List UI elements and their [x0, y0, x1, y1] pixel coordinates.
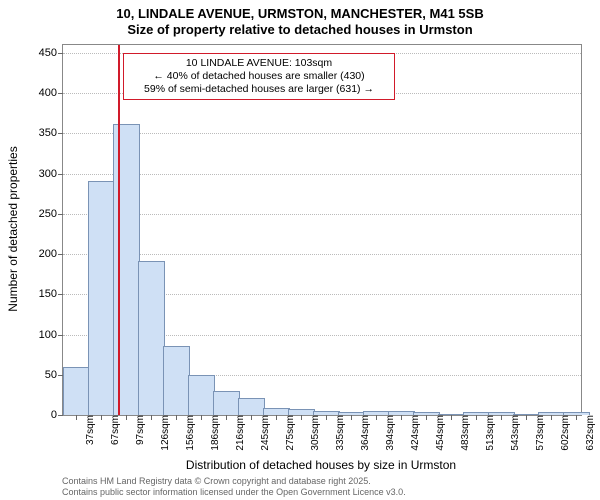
xtick-mark — [326, 415, 327, 420]
ytick-mark — [58, 133, 63, 134]
xtick-mark — [126, 415, 127, 420]
annotation-line-1: 10 LINDALE AVENUE: 103sqm — [129, 57, 389, 70]
xtick-mark — [451, 415, 452, 420]
xtick-mark — [301, 415, 302, 420]
histogram-bar — [163, 346, 190, 415]
xtick-label: 513sqm — [481, 415, 496, 451]
xtick-label: 394sqm — [381, 415, 396, 451]
xtick-label: 186sqm — [206, 415, 221, 451]
xtick-label: 364sqm — [356, 415, 371, 451]
xtick-mark — [351, 415, 352, 420]
title-line-1: 10, LINDALE AVENUE, URMSTON, MANCHESTER,… — [0, 6, 600, 22]
xtick-mark — [551, 415, 552, 420]
xtick-mark — [476, 415, 477, 420]
ytick-mark — [58, 214, 63, 215]
ytick-mark — [58, 415, 63, 416]
annotation-line-3: 59% of semi-detached houses are larger (… — [129, 83, 389, 96]
xtick-mark — [201, 415, 202, 420]
x-axis-label: Distribution of detached houses by size … — [62, 458, 580, 472]
plot-area: 05010015020025030035040045037sqm67sqm97s… — [62, 44, 582, 416]
xtick-label: 126sqm — [156, 415, 171, 451]
xtick-label: 632sqm — [581, 415, 596, 451]
xtick-mark — [226, 415, 227, 420]
xtick-mark — [151, 415, 152, 420]
ytick-mark — [58, 254, 63, 255]
xtick-mark — [276, 415, 277, 420]
xtick-mark — [576, 415, 577, 420]
attribution-line-1: Contains HM Land Registry data © Crown c… — [62, 476, 406, 487]
y-axis-label: Number of detached properties — [6, 146, 20, 311]
xtick-label: 97sqm — [131, 415, 146, 445]
xtick-label: 424sqm — [406, 415, 421, 451]
xtick-mark — [501, 415, 502, 420]
gridline — [63, 174, 581, 175]
xtick-label: 573sqm — [531, 415, 546, 451]
xtick-label: 275sqm — [281, 415, 296, 451]
ytick-mark — [58, 294, 63, 295]
gridline — [63, 214, 581, 215]
attribution-line-2: Contains public sector information licen… — [62, 487, 406, 498]
histogram-bar — [138, 261, 165, 415]
xtick-label: 67sqm — [106, 415, 121, 445]
xtick-label: 37sqm — [81, 415, 96, 445]
chart-container: 10, LINDALE AVENUE, URMSTON, MANCHESTER,… — [0, 0, 600, 500]
xtick-mark — [376, 415, 377, 420]
title-line-2: Size of property relative to detached ho… — [0, 22, 600, 38]
xtick-mark — [76, 415, 77, 420]
ytick-mark — [58, 93, 63, 94]
histogram-bar — [263, 408, 290, 415]
ytick-mark — [58, 174, 63, 175]
histogram-bar — [63, 367, 90, 415]
y-axis-label-wrap: Number of detached properties — [6, 44, 20, 414]
marker-line — [118, 45, 120, 415]
ytick-mark — [58, 335, 63, 336]
xtick-label: 335sqm — [331, 415, 346, 451]
annotation-box: 10 LINDALE AVENUE: 103sqm← 40% of detach… — [123, 53, 395, 100]
xtick-mark — [101, 415, 102, 420]
xtick-label: 245sqm — [256, 415, 271, 451]
xtick-mark — [176, 415, 177, 420]
xtick-label: 216sqm — [231, 415, 246, 451]
xtick-label: 156sqm — [181, 415, 196, 451]
annotation-line-2: ← 40% of detached houses are smaller (43… — [129, 70, 389, 83]
gridline — [63, 133, 581, 134]
xtick-mark — [401, 415, 402, 420]
attribution: Contains HM Land Registry data © Crown c… — [62, 476, 406, 498]
xtick-label: 305sqm — [306, 415, 321, 451]
histogram-bar — [238, 398, 265, 415]
gridline — [63, 254, 581, 255]
xtick-mark — [251, 415, 252, 420]
ytick-mark — [58, 53, 63, 54]
xtick-label: 454sqm — [431, 415, 446, 451]
histogram-bar — [188, 375, 215, 415]
histogram-bar — [88, 181, 115, 415]
xtick-mark — [426, 415, 427, 420]
chart-title: 10, LINDALE AVENUE, URMSTON, MANCHESTER,… — [0, 0, 600, 37]
xtick-label: 543sqm — [506, 415, 521, 451]
xtick-label: 602sqm — [556, 415, 571, 451]
xtick-mark — [526, 415, 527, 420]
histogram-bar — [213, 391, 240, 415]
xtick-label: 483sqm — [456, 415, 471, 451]
